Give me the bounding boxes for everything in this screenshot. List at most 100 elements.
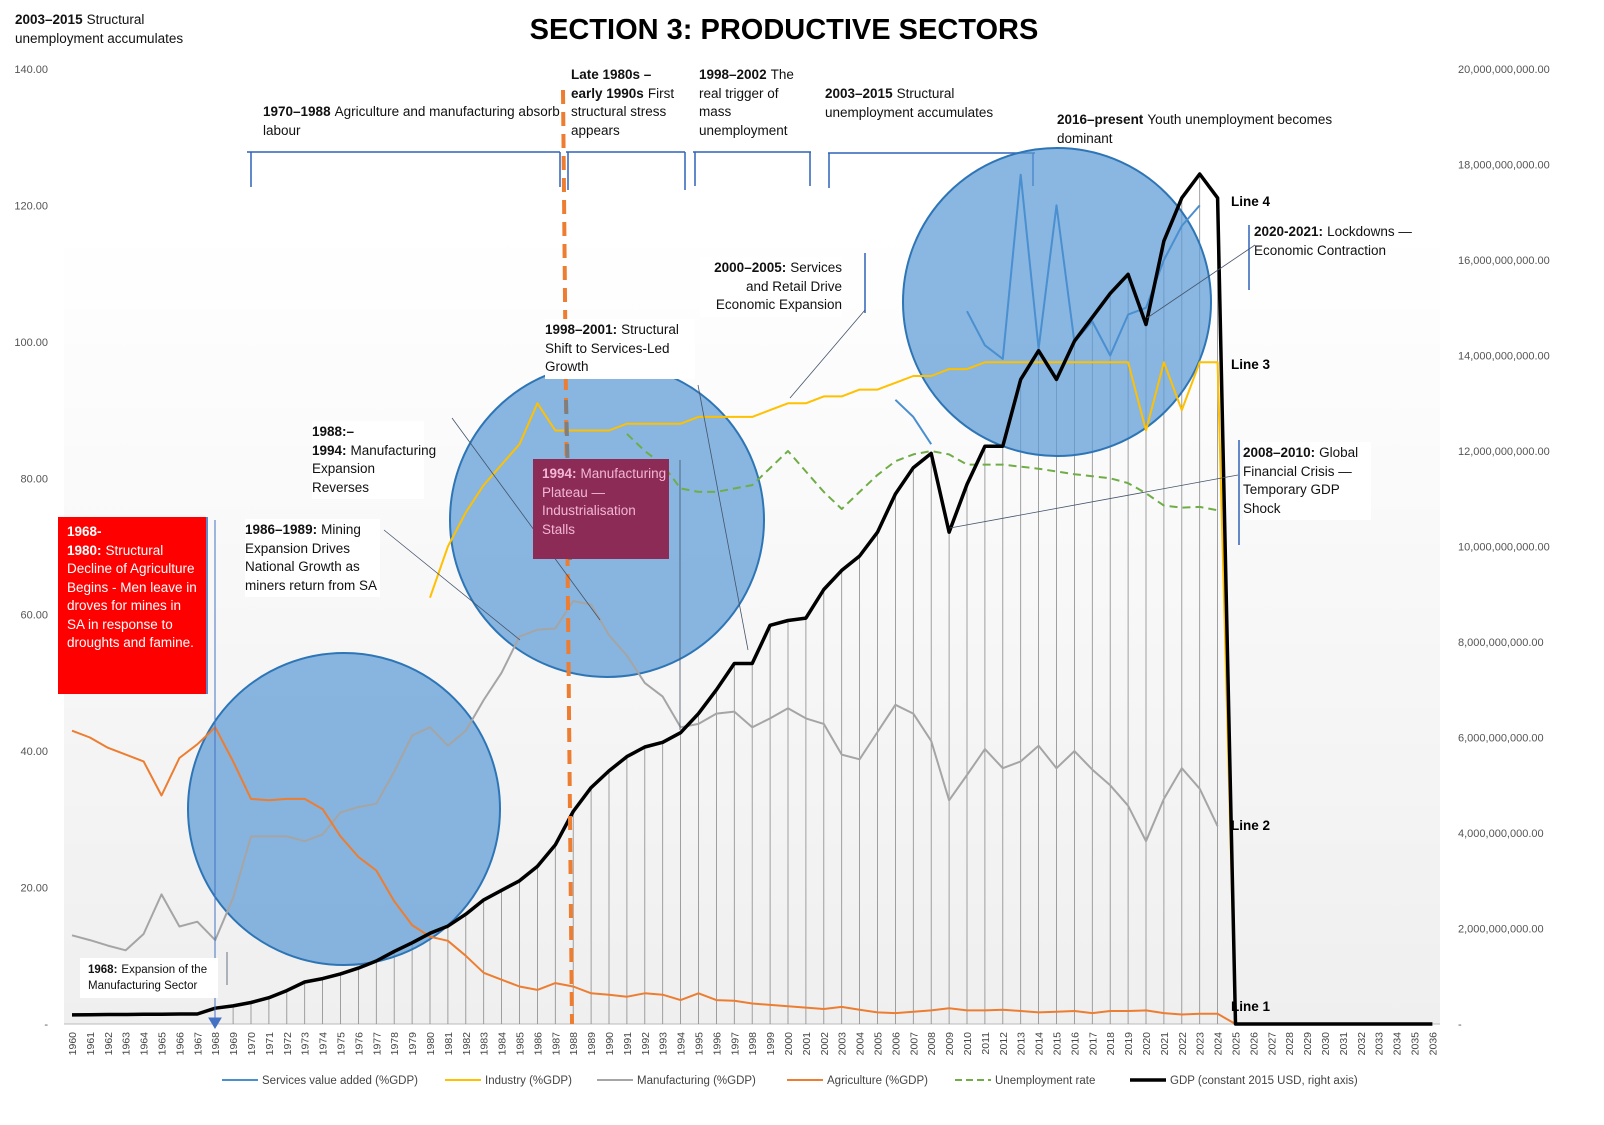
annotation-text: Structural unemployment accumulates <box>15 12 184 46</box>
annotation-heading: 1994: <box>542 466 577 481</box>
x-tick-label: 1974 <box>318 1032 330 1056</box>
y2-tick-label: 2,000,000,000.00 <box>1458 924 1544 936</box>
bracket <box>247 151 561 187</box>
x-tick-label: 2009 <box>944 1032 956 1056</box>
x-tick-label: 1966 <box>174 1032 186 1056</box>
x-tick-label: 1980 <box>425 1032 437 1056</box>
line-label: Line 2 <box>1231 818 1271 833</box>
series-line <box>626 433 1218 512</box>
y-tick-label: 20.00 <box>20 883 48 895</box>
x-tick-label: 1972 <box>282 1032 294 1056</box>
y2-tick-label: 16,000,000,000.00 <box>1458 255 1550 267</box>
leader-line <box>451 417 601 621</box>
annotation: 2003–2015 Structural unemployment accumul… <box>15 11 195 48</box>
annotation: 2008–2010: Global Financial Crisis — Temp… <box>1243 442 1371 520</box>
series-line <box>71 172 1433 1026</box>
x-tick-label: 2029 <box>1302 1032 1314 1056</box>
x-tick-label: 2013 <box>1016 1032 1028 1056</box>
x-tick-label: 2020 <box>1141 1032 1153 1056</box>
annotation-heading: 2008–2010: <box>1243 445 1316 460</box>
x-tick-label: 2001 <box>801 1032 813 1056</box>
x-tick-label: 1968 <box>210 1032 222 1056</box>
annotation-text: Global Financial Crisis — Temporary GDP … <box>1243 445 1359 516</box>
annotation-heading: 2000–2005: <box>714 260 787 275</box>
x-tick-label: 2031 <box>1338 1032 1350 1056</box>
annotation: 1968: Expansion of the Manufacturing Sect… <box>80 958 218 998</box>
series-line <box>71 600 1219 952</box>
leader-line <box>383 529 521 641</box>
annotation: 1968-1980: Structural Decline of Agricult… <box>58 517 206 694</box>
annotation-heading: 2020-2021: <box>1254 224 1324 239</box>
x-tick-label: 1977 <box>371 1032 383 1056</box>
x-tick-label: 1973 <box>300 1032 312 1056</box>
y-tick-label: 140.00 <box>14 64 48 76</box>
y-tick-label: 80.00 <box>20 473 48 485</box>
y-tick-label: - <box>44 1019 48 1031</box>
annotation-text: Structural Shift to Services-Led Growth <box>545 322 679 374</box>
x-tick-label: 2015 <box>1052 1032 1064 1056</box>
x-tick-label: 2010 <box>962 1032 974 1056</box>
series-line <box>429 361 1237 1025</box>
highlight-circle <box>902 147 1212 457</box>
x-tick-label: 1979 <box>407 1032 419 1056</box>
x-tick-label: 2033 <box>1374 1032 1386 1056</box>
x-tick-label: 2034 <box>1392 1032 1404 1056</box>
x-tick-label: 2008 <box>926 1032 938 1056</box>
x-tick-label: 1993 <box>658 1032 670 1056</box>
x-tick-label: 1976 <box>353 1032 365 1056</box>
x-tick-label: 1991 <box>622 1032 634 1056</box>
legend-label: Industry (%GDP) <box>485 1075 572 1087</box>
annotation-text: Lockdowns — Economic Contraction <box>1254 224 1412 258</box>
x-tick-label: 1989 <box>586 1032 598 1056</box>
series-line <box>894 399 933 445</box>
line-label: Line 4 <box>1231 194 1271 209</box>
y2-tick-label: 8,000,000,000.00 <box>1458 637 1544 649</box>
x-tick-label: 1987 <box>550 1032 562 1056</box>
x-tick-label: 2006 <box>890 1032 902 1056</box>
annotation-heading: 2003–2015 <box>15 12 83 27</box>
x-tick-label: 2023 <box>1195 1032 1207 1056</box>
decorations <box>206 151 1250 694</box>
x-tick-label: 2000 <box>783 1032 795 1056</box>
legend-label: Manufacturing (%GDP) <box>637 1075 756 1087</box>
x-tick-label: 2014 <box>1034 1032 1046 1056</box>
x-tick-label: 2012 <box>998 1032 1010 1056</box>
x-tick-label: 2027 <box>1266 1032 1278 1056</box>
x-tick-label: 1982 <box>461 1032 473 1056</box>
x-tick-label: 1995 <box>694 1032 706 1056</box>
annotation-text: Mining Expansion Drives National Growth … <box>245 522 378 593</box>
y2-tick-label: 12,000,000,000.00 <box>1458 446 1550 458</box>
annotation: Late 1980s – early 1990s First structural… <box>571 66 681 140</box>
x-tick-label: 2003 <box>837 1032 849 1056</box>
x-tick-label: 1965 <box>157 1032 169 1056</box>
annotation-heading: Late 1980s – early 1990s <box>571 67 652 101</box>
annotation-text: Youth unemployment becomes dominant <box>1057 112 1333 146</box>
x-tick-label: 2002 <box>819 1032 831 1056</box>
x-tick-label: 2032 <box>1356 1032 1368 1056</box>
annotation-text: The real trigger of mass unemployment <box>699 67 794 138</box>
x-tick-label: 1975 <box>336 1032 348 1056</box>
x-tick-label: 1986 <box>532 1032 544 1056</box>
annotation: 2016–present Youth unemployment becomes d… <box>1057 111 1337 148</box>
x-tick-label: 2007 <box>908 1032 920 1056</box>
x-tick-label: 1967 <box>192 1032 204 1056</box>
y-tick-label: 40.00 <box>20 746 48 758</box>
x-tick-label: 2024 <box>1213 1032 1225 1056</box>
arrow <box>208 520 222 1029</box>
y-tick-label: 100.00 <box>14 337 48 349</box>
x-tick-label: 1985 <box>515 1032 527 1056</box>
x-tick-label: 1964 <box>139 1032 151 1056</box>
leader-line <box>789 309 866 399</box>
y-tick-label: 120.00 <box>14 200 48 212</box>
annotation-text: Structural Decline of Agriculture Begins… <box>67 542 197 651</box>
x-tick-label: 2016 <box>1069 1032 1081 1056</box>
x-tick-label: 2036 <box>1427 1032 1439 1056</box>
leader-line <box>1146 244 1256 319</box>
leader-line <box>697 384 749 651</box>
bracket <box>693 151 811 186</box>
x-tick-label: 2025 <box>1231 1032 1243 1056</box>
line-label: Line 3 <box>1231 357 1271 372</box>
annotation: 1998–2002 The real trigger of mass unempl… <box>699 66 809 140</box>
legend-label: GDP (constant 2015 USD, right axis) <box>1170 1075 1358 1087</box>
